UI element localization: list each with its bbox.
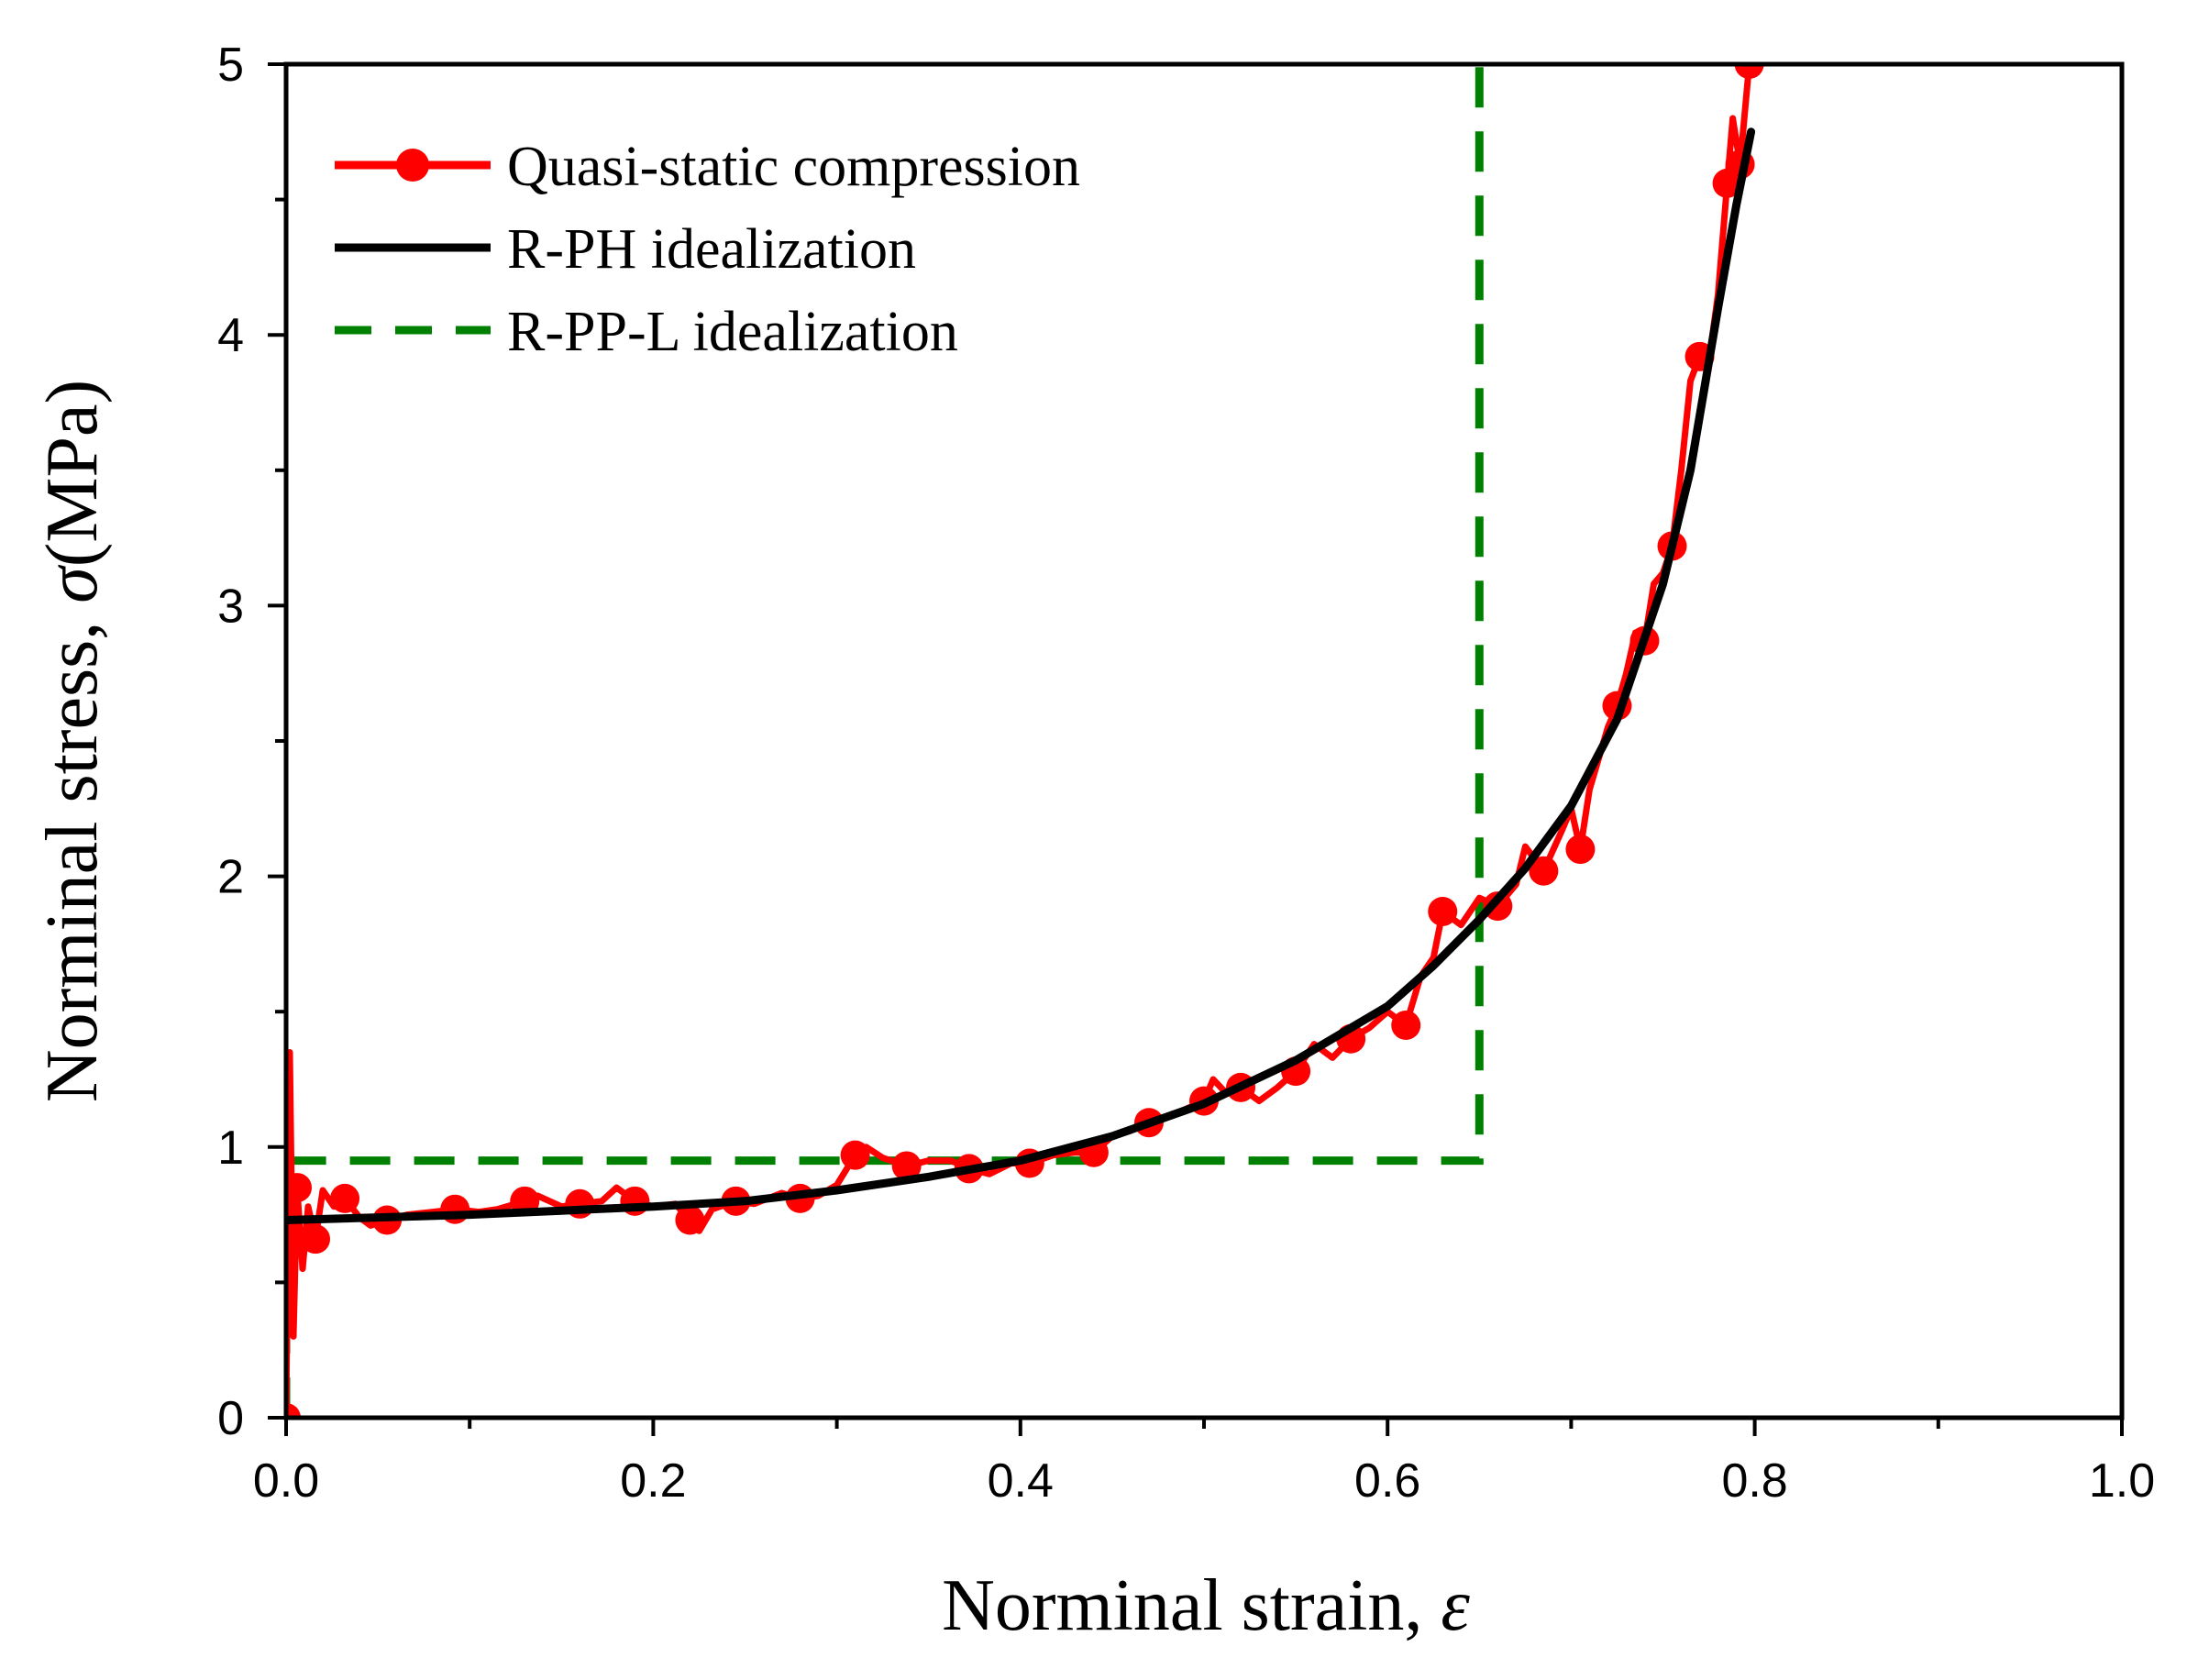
- y-tick-label: 4: [217, 309, 244, 362]
- data-point: [1734, 64, 1764, 79]
- y-axis-ticks: 0 1 2 3 4 5: [217, 39, 286, 1445]
- y-tick-label: 5: [217, 39, 244, 92]
- legend-label: R-PP-L idealization: [507, 301, 958, 363]
- legend-marker: [396, 149, 429, 182]
- y-tick-label: 1: [217, 1122, 244, 1175]
- data-point: [1565, 834, 1596, 865]
- data-point: [330, 1183, 360, 1213]
- data-point: [840, 1140, 870, 1170]
- y-axis-title: Norminal stress, σ(MPa): [32, 380, 113, 1102]
- x-tick-label: 0.8: [1721, 1454, 1787, 1508]
- x-tick-label: 0.6: [1354, 1454, 1420, 1508]
- data-point: [286, 1403, 301, 1418]
- data-point: [1428, 896, 1458, 926]
- x-axis-ticks: 0.0 0.2 0.4 0.6 0.8 1.0: [253, 1418, 2155, 1508]
- legend: Quasi-static compression R-PH idealizatio…: [335, 136, 1080, 363]
- y-tick-label: 3: [217, 580, 244, 633]
- x-tick-label: 0.0: [253, 1454, 319, 1508]
- series-layer: [286, 64, 1764, 1418]
- x-tick-label: 0.2: [620, 1454, 686, 1508]
- data-point: [301, 1224, 331, 1254]
- data-point: [1391, 1010, 1421, 1040]
- x-tick-label: 1.0: [2089, 1454, 2155, 1508]
- legend-label: R-PH idealization: [507, 218, 916, 281]
- x-tick-label: 0.4: [988, 1454, 1054, 1508]
- data-point: [286, 1173, 313, 1203]
- series-1: [286, 127, 1756, 1224]
- data-point: [1529, 856, 1559, 886]
- data-point: [891, 1151, 922, 1181]
- data-point: [675, 1205, 705, 1235]
- legend-label: Quasi-static compression: [507, 136, 1080, 198]
- y-tick-label: 2: [217, 851, 244, 904]
- series-line: [286, 127, 1756, 1224]
- x-axis-title: Norminal strain, ε: [942, 1565, 1470, 1646]
- series-0: [286, 64, 1764, 1418]
- y-tick-label: 0: [217, 1392, 244, 1445]
